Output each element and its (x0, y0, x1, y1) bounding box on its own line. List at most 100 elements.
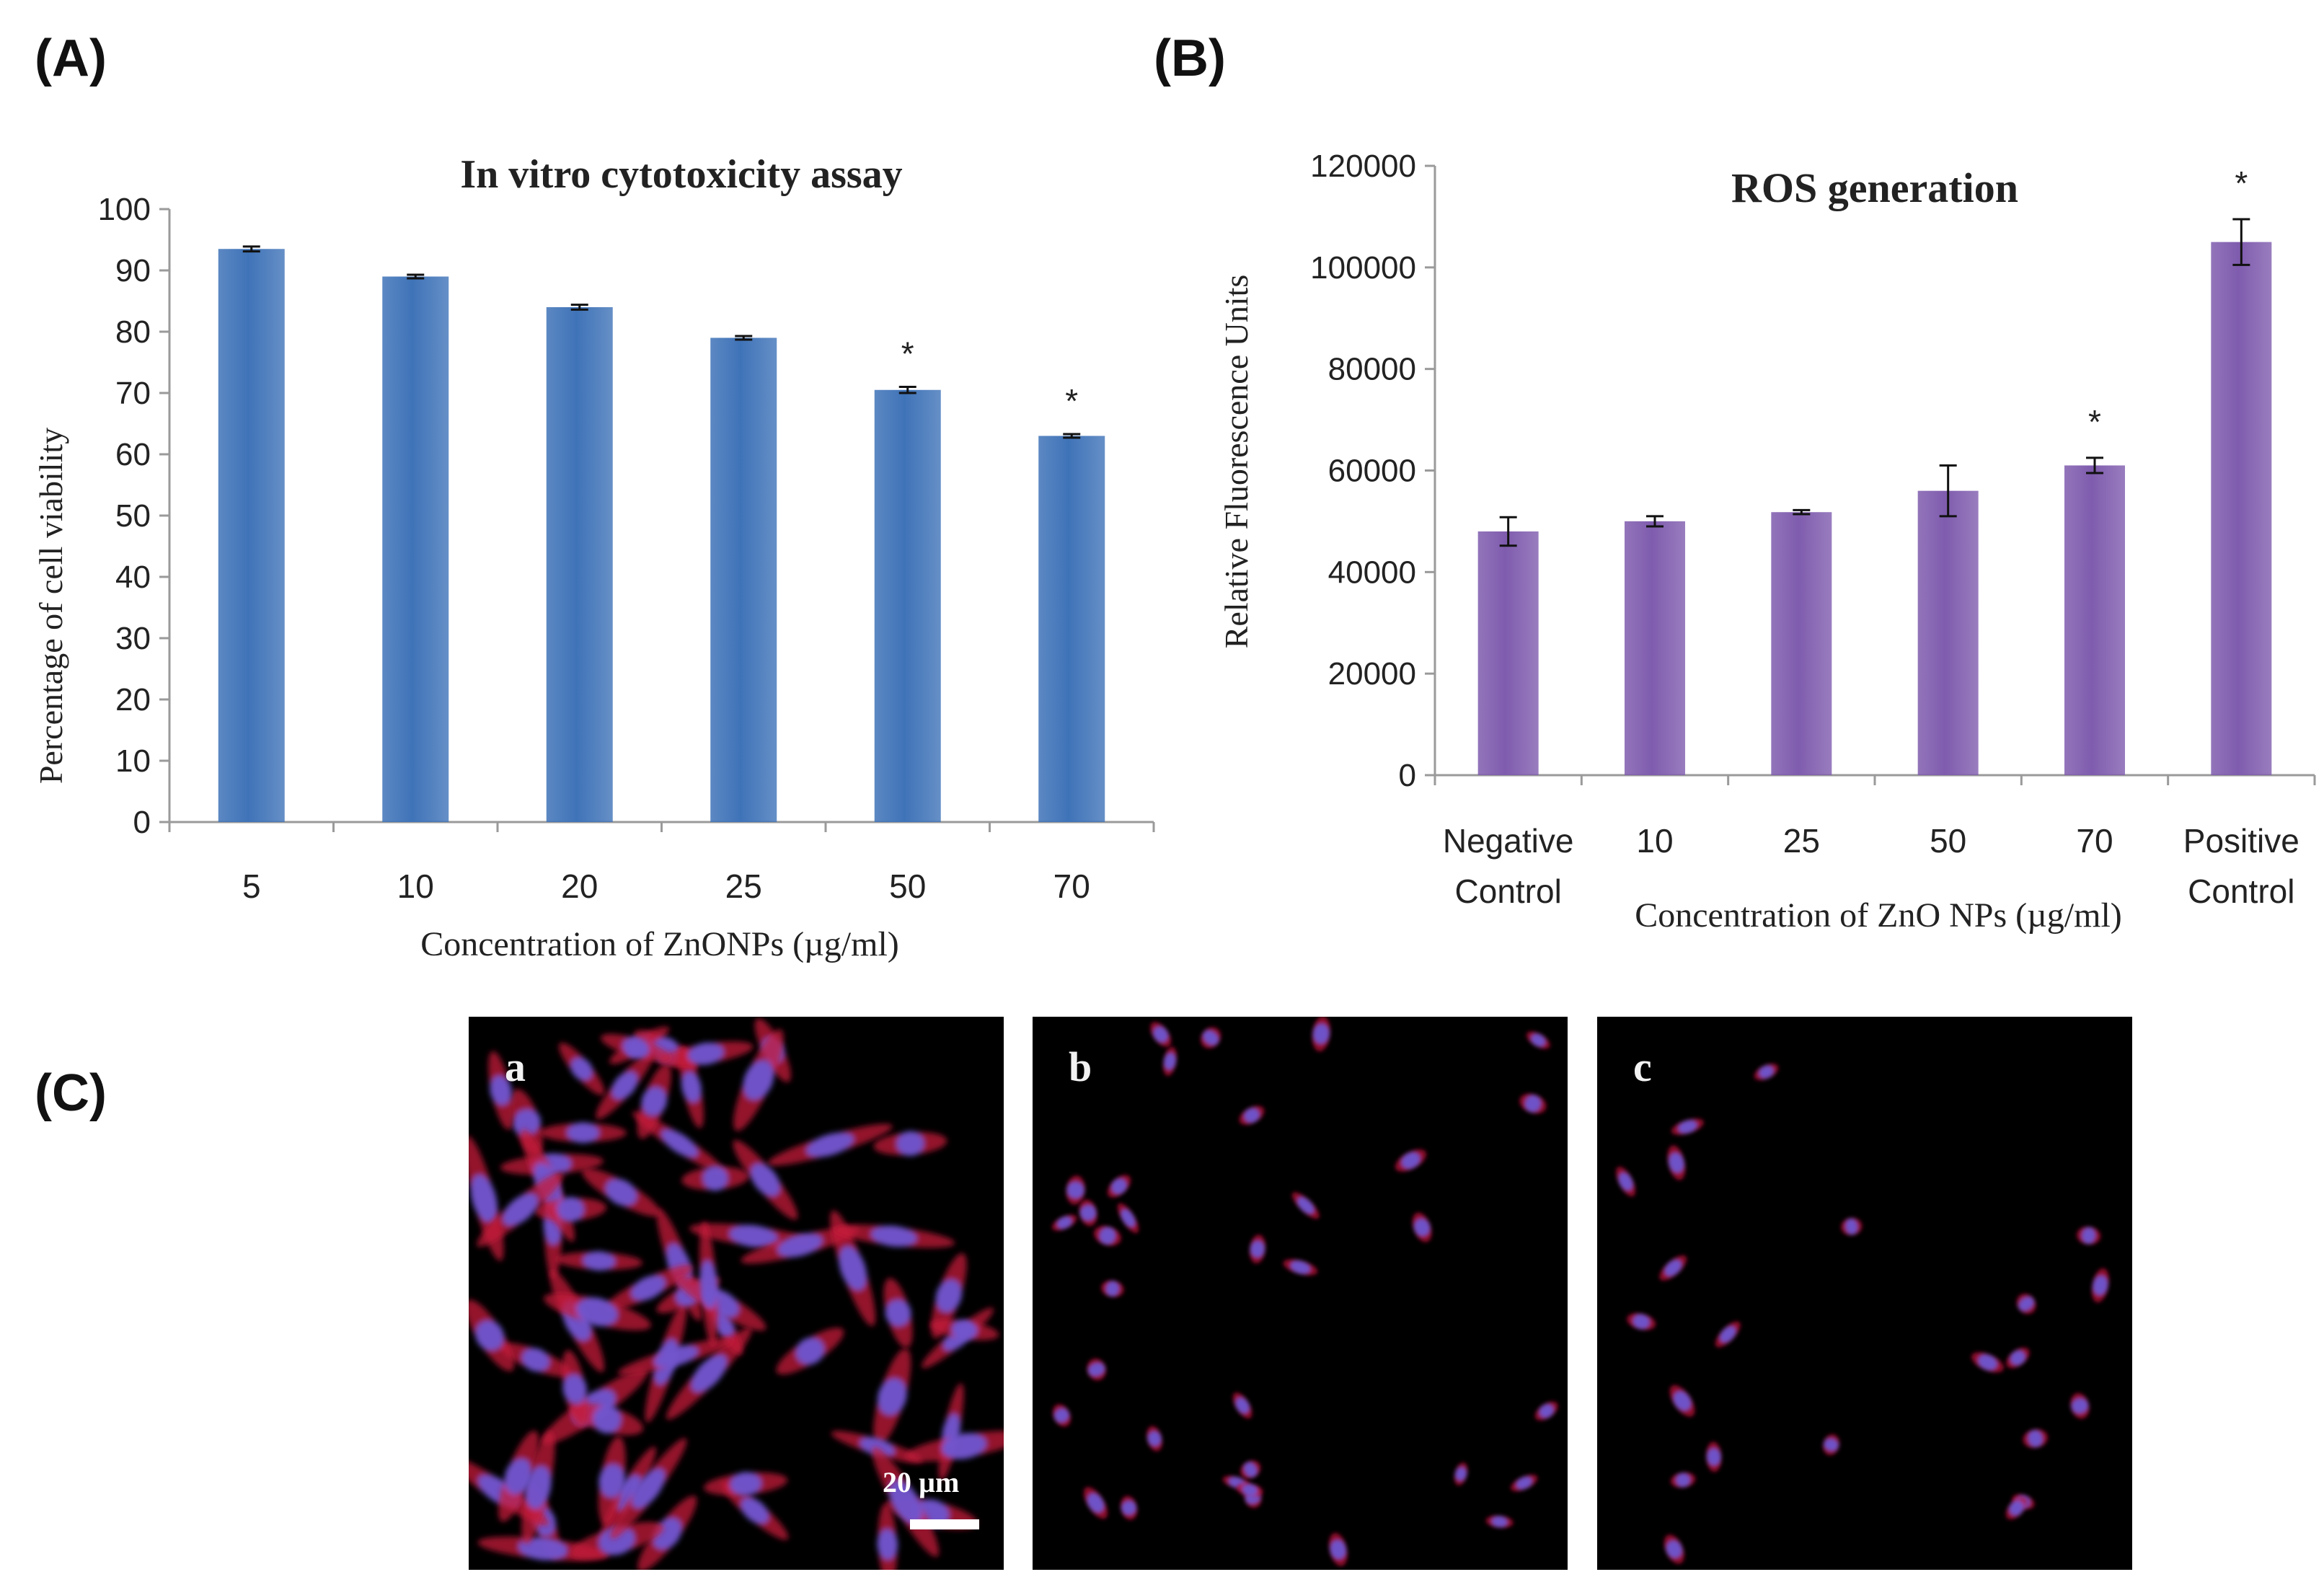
micrograph-label-c: c (1633, 1043, 1652, 1090)
x-tick-label: Negative (1443, 822, 1574, 860)
cell (741, 1227, 860, 1264)
cell (830, 1210, 876, 1326)
y-tick-label: 60000 (1328, 454, 1416, 489)
cell (1754, 1064, 1779, 1081)
bar (2211, 242, 2272, 775)
cell (555, 1251, 642, 1271)
cell (571, 1403, 644, 1436)
y-tick-label: 10 (115, 743, 151, 779)
cell (1706, 1441, 1722, 1472)
cell (1249, 1235, 1266, 1264)
y-tick-label: 40 (115, 560, 151, 595)
cell (477, 1172, 565, 1247)
cell (873, 1131, 947, 1157)
y-tick-label: 120000 (1310, 149, 1416, 184)
y-tick-label: 50 (115, 498, 151, 534)
y-tick-label: 80000 (1328, 352, 1416, 387)
cell (1328, 1532, 1348, 1566)
y-tick-label: 60 (115, 437, 151, 472)
cell (510, 1089, 543, 1156)
cell (1519, 1093, 1547, 1114)
y-tick-label: 70 (115, 376, 151, 411)
y-tick-label: 30 (115, 621, 151, 656)
cell (1627, 1313, 1656, 1330)
cell (617, 1338, 735, 1376)
cell (1079, 1199, 1097, 1227)
cell (1239, 1105, 1265, 1125)
cell (704, 1472, 788, 1496)
x-tick-label: 50 (889, 867, 926, 905)
cell (1667, 1145, 1686, 1180)
cell (598, 1436, 626, 1525)
x-tick-label: Positive (2183, 822, 2299, 860)
y-tick-label: 100000 (1310, 250, 1416, 286)
cell (905, 1431, 1004, 1462)
y-tick-label: 0 (133, 805, 151, 840)
cell (1291, 1192, 1320, 1219)
cell (1146, 1426, 1163, 1452)
cell (1051, 1214, 1077, 1231)
cell (1616, 1166, 1636, 1197)
y-tick-label: 20 (115, 682, 151, 717)
cell (1841, 1217, 1863, 1236)
cell (721, 1481, 789, 1540)
y-tick-label: 0 (1399, 758, 1416, 793)
cell (930, 1319, 999, 1341)
y-tick-label: 40000 (1328, 555, 1416, 590)
cell (1162, 1046, 1178, 1076)
cell (500, 1343, 572, 1377)
cell (767, 1123, 893, 1166)
x-tick-label: 5 (242, 867, 261, 905)
x-tick-label: 70 (1053, 867, 1090, 905)
cell (632, 1111, 727, 1175)
cell (831, 1431, 924, 1463)
bar (1625, 521, 1685, 775)
cell (539, 1122, 627, 1144)
panel-label-b: (B) (1154, 30, 1226, 87)
cell (1312, 1017, 1330, 1052)
cell (931, 1253, 967, 1339)
chart-b-ylabel: Relative Fluorescence Units (1218, 275, 1255, 649)
chart-a-title: In vitro cytotoxicity assay (460, 152, 902, 197)
micrograph-b: b (1033, 1017, 1568, 1570)
cell (1511, 1475, 1538, 1492)
cell (1526, 1031, 1550, 1049)
x-tick-label: 20 (561, 867, 598, 905)
bar (218, 249, 285, 822)
cell (1120, 1496, 1138, 1520)
cell (2006, 1347, 2030, 1369)
cell (1395, 1149, 1427, 1172)
cell (679, 1046, 704, 1129)
cell (1236, 1483, 1263, 1497)
x-tick-label: 10 (1636, 822, 1673, 860)
x-tick-label: 10 (397, 867, 434, 905)
cell (733, 1029, 784, 1131)
significance-marker: * (1065, 382, 1078, 420)
cell (873, 1348, 911, 1445)
panel-label-c: (C) (35, 1064, 107, 1122)
cell (2005, 1496, 2028, 1520)
cell (1107, 1175, 1131, 1198)
x-tick-label: 50 (1930, 822, 1966, 860)
bar (382, 276, 449, 822)
cell (1066, 1175, 1085, 1205)
cell (658, 1041, 754, 1066)
panel-label-a: (A) (35, 30, 107, 87)
significance-marker: * (901, 335, 914, 373)
cell (883, 1278, 913, 1348)
cell (1485, 1515, 1514, 1528)
cell (1412, 1212, 1432, 1242)
cell (2023, 1429, 2048, 1448)
micrograph-a: a 20 µm (469, 1017, 1004, 1570)
cell (1201, 1027, 1221, 1048)
cell (833, 1224, 955, 1248)
cell (666, 1327, 752, 1420)
bar (710, 337, 777, 822)
cell (562, 1350, 588, 1428)
cell (1823, 1434, 1840, 1456)
bar (1771, 512, 1832, 775)
bar (874, 389, 941, 822)
x-tick-label: 25 (725, 867, 762, 905)
micrograph-label-a: a (505, 1043, 526, 1090)
cell (733, 1140, 798, 1220)
